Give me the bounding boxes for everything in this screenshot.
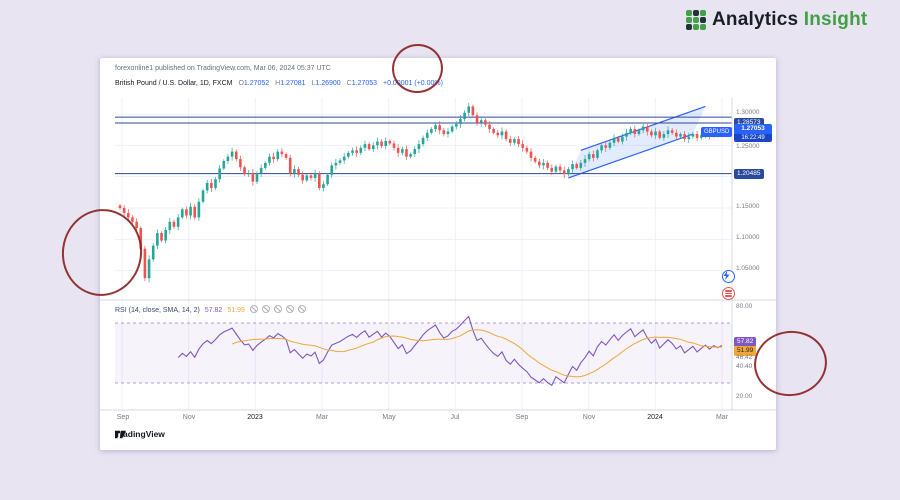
brand-name-second: Insight [803, 9, 868, 30]
price-tick-1-15: 1.15000 [736, 203, 760, 210]
close-label: C [346, 80, 352, 87]
rsi-level-46: 46.42 [736, 354, 753, 361]
price-tick-1-25: 1.25000 [736, 143, 760, 150]
rsi-current-value: 57.82 [204, 306, 223, 314]
tradingview-logo-text: TradingView [115, 429, 165, 439]
price-tick-1-30: 1.30000 [736, 109, 760, 116]
time-tick-nov23: Nov [582, 414, 596, 421]
time-tick-2024: 2024 [647, 414, 663, 421]
last-price-badge[interactable]: 1.27053 16:22:49 [734, 124, 772, 142]
brand-dots-icon [686, 10, 706, 30]
open-label: O [238, 80, 244, 87]
time-tick-mar24: Mar [715, 414, 729, 421]
brand-name: Analytics Insight [712, 9, 867, 31]
rsi-level-40: 40.40 [736, 363, 753, 370]
tradingview-logo[interactable]: TradingView [115, 429, 165, 439]
rsi-title[interactable]: RSI (14, close, SMA, 14, 2) [115, 306, 200, 314]
tradingview-chart-card: forexonline1 published on TradingView.co… [100, 58, 776, 450]
symbol-title[interactable]: British Pound / U.S. Dollar, 1D, FXCM [115, 80, 233, 87]
tradingview-mark-icon [115, 430, 126, 439]
change-value: +0.00001 (+0.00%) [382, 80, 443, 87]
low-value: 1.26900 [315, 80, 341, 87]
high-label: H [275, 80, 281, 87]
rsi-source-icon[interactable] [273, 305, 282, 313]
rsi-tick-80: 80.00 [736, 303, 753, 310]
alert-icon[interactable] [722, 287, 735, 300]
time-tick-mar23: Mar [315, 414, 329, 421]
resistance-price-badge[interactable]: 1.28573 [734, 118, 764, 128]
quick-trade-icon[interactable] [722, 270, 735, 283]
rsi-remove-icon[interactable] [285, 305, 294, 313]
price-tick-1-10: 1.10000 [736, 234, 760, 241]
time-tick-nov22: Nov [182, 414, 196, 421]
rsi-more-icon[interactable] [297, 305, 306, 313]
time-tick-jul23: Jul [450, 414, 460, 421]
close-value: 1.27053 [351, 80, 378, 87]
open-value: 1.27052 [243, 80, 270, 87]
symbol-ohlc-row[interactable]: British Pound / U.S. Dollar, 1D, FXCM O1… [115, 80, 443, 87]
chart-canvas[interactable] [100, 58, 776, 450]
price-tick-1-05: 1.05000 [736, 265, 760, 272]
rsi-indicator-header[interactable]: RSI (14, close, SMA, 14, 2) 57.82 51.99 [115, 305, 308, 315]
rsi-visibility-icon[interactable] [249, 305, 258, 313]
time-tick-2023: 2023 [247, 414, 263, 421]
low-label: L [311, 80, 316, 87]
rsi-tick-20: 20.00 [736, 393, 753, 400]
last-price-value: 1.27053 [734, 124, 772, 134]
rsi-value-badge: 57.82 [734, 337, 757, 347]
support-price-badge[interactable]: 1.20485 [734, 169, 764, 179]
rsi-ma-value-badge: 51.99 [734, 346, 757, 356]
time-tick-sep22: Sep [116, 414, 130, 421]
analytics-insight-logo[interactable]: Analytics Insight [686, 9, 867, 31]
bar-countdown: 16:22:49 [734, 133, 772, 142]
high-value: 1.27081 [280, 80, 306, 87]
brand-name-first: Analytics [712, 9, 799, 30]
rsi-ma-value: 51.99 [227, 306, 245, 314]
published-attribution: forexonline1 published on TradingView.co… [115, 65, 331, 72]
time-tick-sep23: Sep [515, 414, 529, 421]
symbol-price-label-badge[interactable]: GBPUSD [701, 127, 733, 137]
time-tick-may23: May [382, 414, 396, 421]
rsi-settings-icon[interactable] [261, 305, 270, 313]
